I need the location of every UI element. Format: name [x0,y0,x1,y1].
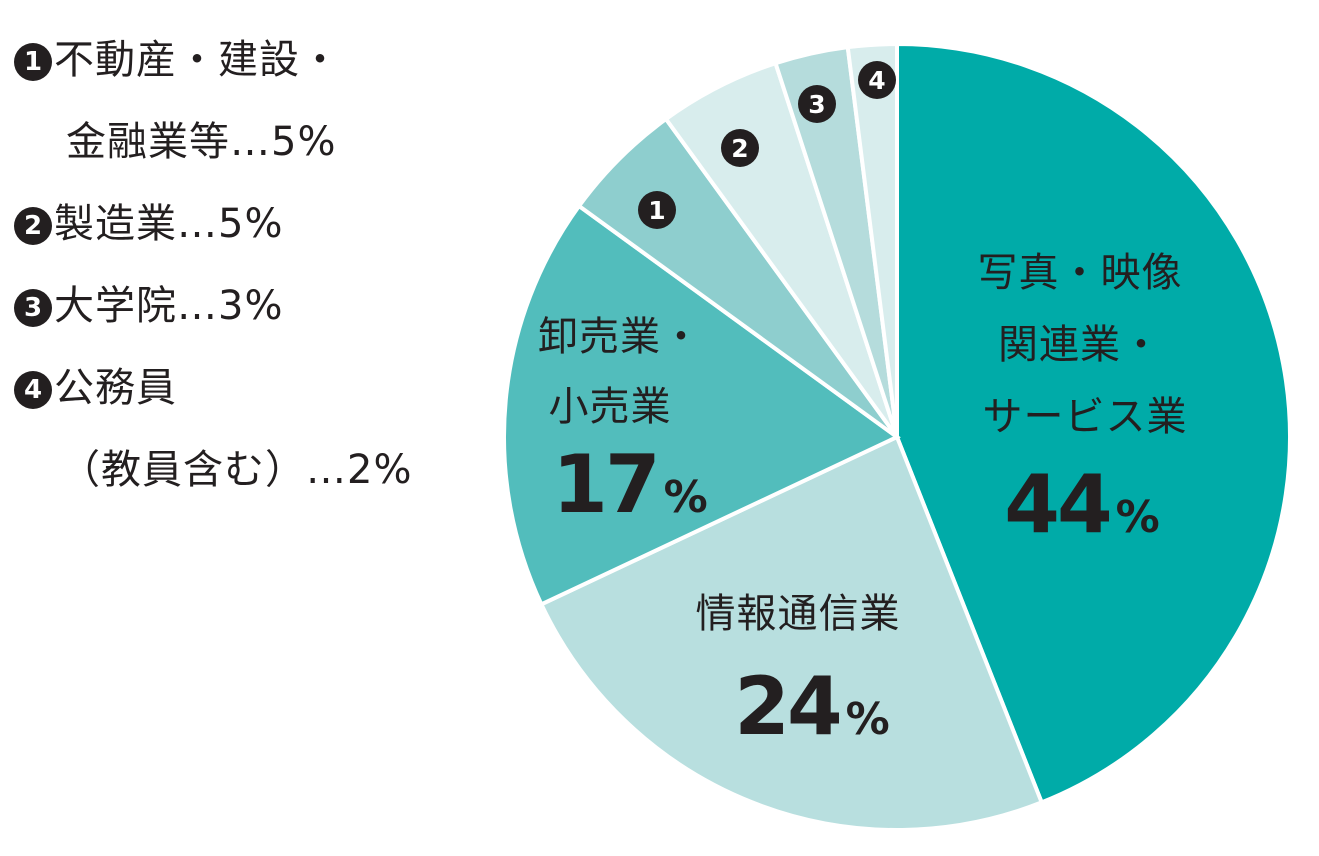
legend-marker-2: 2 [14,207,52,245]
slice-marker-2-text: 2 [731,134,748,163]
slice-marker-2: 2 [721,129,759,167]
slice-retail-value-label: 17% [552,438,707,531]
slice-marker-1: 1 [638,191,676,229]
slice-marker-1-circle [638,191,676,229]
legend: 1 不動産・建設・ 金融業等…5% 2 製造業…5% 3 大学院…3% 4 公務員 （教… [0,0,470,856]
legend-item-4-line-2: （教員含む）…2% [60,447,413,493]
legend-marker-1: 1 [14,43,52,81]
slice-marker-4: 4 [858,61,896,99]
legend-item-4: 4 公務員 [14,364,177,412]
slice-retail-label-line-2: 小売業 [549,384,672,430]
pie-slice-s4 [845,41,899,438]
legend-item-3: 3 大学院…3% [14,282,283,330]
legend-marker-4: 4 [14,371,52,409]
slice-info-value: 24 [734,660,839,753]
slice-marker-3: 3 [798,85,836,123]
legend-item-2: 2 製造業…5% [14,200,283,248]
slice-photo-label-line-1: 写真・映像 [978,250,1183,296]
legend-item-1-line-2: 金融業等…5% [66,119,337,165]
slice-retail-value: 17 [552,438,657,531]
pie-labels: 写真・映像 関連業・ サービス業 44% 情報通信業 24% 卸売業・ 小売業 … [538,61,1188,753]
legend-item-3-line-1: 大学院…3% [54,283,284,329]
slice-marker-4-text: 4 [868,66,885,95]
pie-slice-info [538,434,1045,832]
slice-photo-unit: % [1116,492,1160,543]
slice-retail-label-line-1: 卸売業・ [538,314,702,360]
slice-marker-1-text: 1 [648,196,665,225]
legend-item-1: 1 不動産・建設・ [14,36,341,84]
slice-photo-value-label: 44% [1004,458,1159,551]
pie-slices [502,41,1292,832]
slice-info-unit: % [846,694,890,745]
slice-photo-value: 44 [1004,458,1109,551]
pie-slice-retail [502,203,901,607]
pie-slice-photo [895,41,1292,805]
legend-item-4-line-1: 公務員 [54,365,177,411]
slice-photo-label-line-2: 関連業・ [998,322,1162,368]
legend-item-2-line-1: 製造業…5% [54,201,284,247]
slice-marker-4-circle [858,61,896,99]
slice-marker-2-circle [721,129,759,167]
slice-marker-3-text: 3 [808,90,825,119]
slice-retail-unit: % [664,472,708,523]
slice-info-value-label: 24% [734,660,889,753]
legend-item-1-line-1: 不動産・建設・ [54,37,341,83]
slice-photo-label-line-3: サービス業 [983,394,1188,440]
slice-info-label-line-1: 情報通信業 [696,591,901,637]
legend-marker-3: 3 [14,289,52,327]
slice-marker-3-circle [798,85,836,123]
